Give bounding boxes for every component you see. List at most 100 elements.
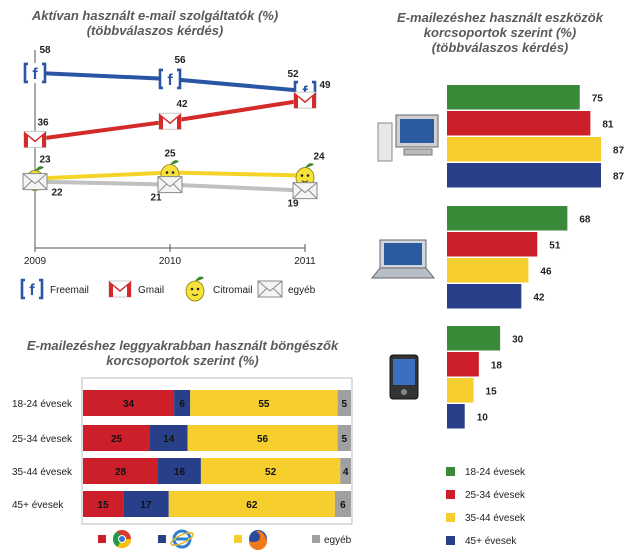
line-chart-subtitle: (többválaszos kérdés) (86, 23, 224, 38)
data-label: 36 (37, 117, 49, 128)
browser-chart-title-text: E-mailezéshez leggyakrabban használt bön… (26, 338, 339, 368)
lemon-eye-right (306, 174, 310, 177)
envelope-flap (22, 173, 48, 190)
lemon-body (185, 280, 205, 302)
segment-Internet Explorer (150, 425, 188, 451)
lemon-leaf (35, 166, 44, 171)
segment-Firefox (190, 390, 338, 416)
gmail-logo-icon (108, 280, 132, 298)
browser-chart-title: E-mailezéshez leggyakrabban használt bön… (5, 338, 360, 368)
lemon-leaf (170, 160, 179, 165)
segment-Firefox (187, 425, 338, 451)
mobile-screen (393, 359, 415, 385)
desktop-tower (377, 122, 393, 162)
data-label: 25 (164, 149, 176, 160)
bar-mobile-1 (447, 352, 479, 377)
legend-swatch (158, 535, 166, 543)
lemon-eye-left (165, 171, 169, 174)
data-label: 24 (313, 152, 325, 163)
lemon-smile (191, 293, 199, 296)
data-label: 15 (98, 500, 110, 511)
data-label: 46 (540, 266, 552, 277)
gmail-logo-icon (293, 91, 317, 109)
bar-laptop-3 (447, 284, 522, 309)
segment-Firefox (200, 458, 341, 484)
firefox-fox (249, 530, 267, 550)
data-label: 87 (613, 145, 625, 156)
envelope-body (22, 173, 48, 191)
lemon-eye-left (190, 287, 194, 291)
mobile-button (401, 389, 407, 395)
legend-label: 25-34 évesek (465, 490, 526, 501)
legend-swatch (446, 467, 455, 476)
data-label: 68 (579, 214, 591, 225)
data-label: 42 (176, 99, 188, 110)
segment-egyéb (337, 390, 351, 416)
gmail-logo-icon (158, 112, 182, 130)
data-label: 56 (174, 55, 186, 66)
gmail-icon-m (294, 92, 316, 109)
envelope-icon (157, 176, 183, 194)
freemail-icon-brackets (158, 68, 182, 90)
data-label: 28 (115, 467, 127, 478)
legend-swatch (312, 535, 320, 543)
legend-swatch (234, 535, 242, 543)
segment-Chrome (83, 491, 124, 517)
chrome-green (112, 531, 122, 547)
laptop-base (370, 267, 436, 279)
chrome-logo-icon (112, 530, 131, 549)
row-label: 18-24 évesek (12, 399, 73, 410)
line-x-tick-label: 2010 (159, 256, 182, 267)
line-chart-title: Aktívan használt e-mail szolgáltatók (%)… (0, 8, 310, 38)
legend-label: 45+ évesek (465, 536, 517, 547)
data-label: 16 (174, 467, 186, 478)
bar-desktop-0 (447, 85, 580, 110)
data-label: 6 (340, 500, 346, 511)
data-label: 87 (613, 171, 625, 182)
bar-mobile-3 (447, 404, 465, 429)
bar-laptop-1 (447, 232, 538, 257)
legend-label: Citromail (213, 285, 252, 296)
gmail-logo-icon (23, 130, 47, 148)
laptop-icon (370, 239, 436, 279)
legend-swatch (446, 513, 455, 522)
data-label: 14 (163, 434, 175, 445)
bar-mobile-0 (447, 326, 501, 351)
internet-explorer-logo-icon (170, 529, 194, 549)
freemail-logo-icon: f (158, 68, 182, 90)
segment-egyéb (337, 425, 351, 451)
freemail-icon-bg (22, 279, 42, 299)
data-label: 81 (602, 119, 614, 130)
envelope-body (157, 176, 183, 194)
data-label: 17 (140, 500, 152, 511)
device-bar-chart: 75 81 87 87 68 51 46 42 30 18 15 10 18-24 évesek 25-3… (370, 85, 625, 547)
desktop-computer-icon (377, 114, 439, 162)
freemail-icon-letter: f (29, 282, 35, 299)
ie-bar (176, 537, 188, 541)
bar-desktop-2 (447, 137, 601, 162)
lemon-eye-left (300, 174, 304, 177)
row-label: 45+ évesek (12, 500, 64, 511)
gmail-icon-m (24, 131, 46, 148)
data-label: 4 (343, 467, 349, 478)
lemon-leaf (195, 276, 204, 281)
data-label: 42 (533, 292, 545, 303)
row-label: 35-44 évesek (12, 467, 73, 478)
segment-Internet Explorer (158, 458, 201, 484)
bar-desktop-3 (447, 163, 601, 188)
desktop-screen (400, 119, 434, 143)
data-label: 5 (342, 434, 348, 445)
data-label: 21 (150, 193, 162, 204)
legend-swatch (446, 490, 455, 499)
legend-swatch (446, 536, 455, 545)
line-chart: 200920102011f58f56f52364249232524222119f… (20, 45, 330, 302)
segment-Firefox (168, 491, 335, 517)
segment-Internet Explorer (174, 390, 191, 416)
freemail-icon-bg (25, 62, 45, 83)
legend-label: Gmail (138, 285, 164, 296)
firefox-logo-icon (249, 530, 267, 550)
data-label: 51 (549, 240, 561, 251)
line-chart-title-text: Aktívan használt e-mail szolgáltatók (%) (31, 8, 279, 23)
legend-label: Freemail (50, 285, 89, 296)
segment-Chrome (83, 390, 175, 416)
